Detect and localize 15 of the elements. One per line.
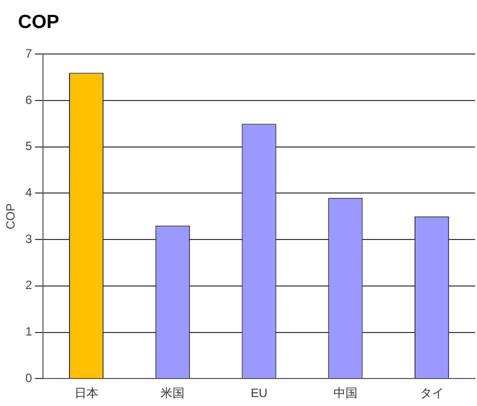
y-axis-title: COP xyxy=(4,203,18,230)
x-tick-label: 米国 xyxy=(160,386,185,400)
y-tick-label: 5 xyxy=(25,139,32,154)
chart-title: COP xyxy=(18,12,60,34)
y-tick-label: 7 xyxy=(25,46,32,61)
y-tick-label: 0 xyxy=(25,370,32,385)
y-tick-label: 1 xyxy=(25,324,32,339)
x-tick-label: 日本 xyxy=(74,386,98,400)
y-tick-label: 2 xyxy=(25,278,32,292)
y-tick-label: 6 xyxy=(25,92,32,107)
x-tick-label: タイ xyxy=(420,386,444,400)
y-tick-label: 4 xyxy=(25,186,32,200)
x-tick-label: 中国 xyxy=(333,386,358,400)
x-tick-label: EU xyxy=(250,386,268,400)
y-tick-label: 3 xyxy=(25,232,32,246)
